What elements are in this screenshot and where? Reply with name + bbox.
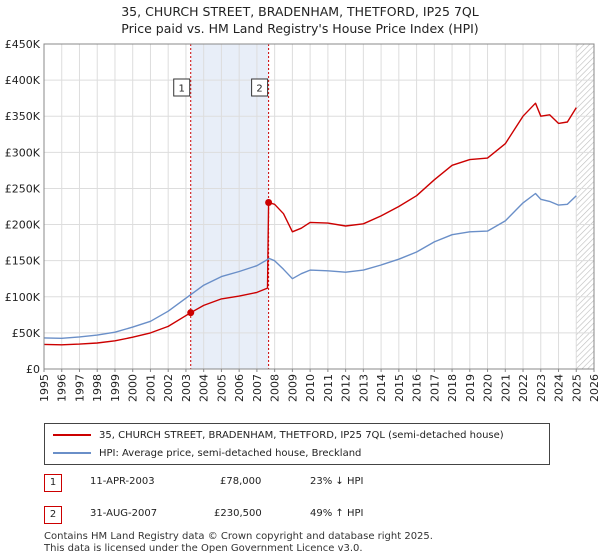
x-tick-label: 2012 (340, 374, 353, 402)
sale-label-text: 2 (256, 84, 262, 95)
sale-label-frame (173, 78, 191, 97)
legend-swatch-red (53, 434, 91, 436)
x-tick-label: 1996 (56, 374, 69, 402)
y-tick-label: £0 (26, 363, 40, 376)
plot-frame (43, 43, 595, 370)
x-tick-label: 2022 (517, 374, 530, 402)
sale-label-box: 1 (173, 78, 191, 97)
x-tick-label: 2017 (428, 374, 441, 402)
x-tick-label: 1997 (73, 374, 86, 402)
x-tick-label: 2006 (233, 374, 246, 402)
sale-point-marker (265, 199, 273, 207)
sale-label-box: 2 (251, 78, 269, 97)
legend-item-blue: HPI: Average price, semi-detached house,… (53, 445, 361, 461)
x-tick-label: 2025 (570, 374, 583, 402)
legend-item-red: 35, CHURCH STREET, BRADENHAM, THETFORD, … (53, 427, 504, 443)
price-paid-line (43, 102, 577, 346)
x-tick-label: 1998 (91, 374, 104, 402)
transaction-price: £230,500 (214, 508, 262, 519)
y-tick-label: £450K (5, 38, 41, 51)
price-chart: 1 2 £0 £50K £100K £150K £200K £250K £300K £350K £4… (5, 38, 600, 402)
y-tick-label: £400K (5, 74, 41, 87)
x-tick-label: 2020 (482, 374, 495, 402)
x-tick-label: 2010 (304, 374, 317, 402)
sale-label-frame (251, 78, 269, 97)
legend-label-red: 35, CHURCH STREET, BRADENHAM, THETFORD, … (99, 429, 504, 441)
hatched-forecast-region (576, 44, 594, 369)
x-tick-label: 2003 (180, 374, 193, 402)
x-tick-label: 2000 (127, 374, 140, 402)
x-tick-label: 2011 (322, 374, 335, 402)
x-tick-label: 2018 (446, 374, 459, 402)
footer-copyright: Contains HM Land Registry data © Crown c… (44, 531, 433, 542)
x-tick-label: 2004 (198, 374, 211, 402)
x-tick-label: 1995 (38, 374, 51, 402)
x-tick-label: 2015 (393, 374, 406, 402)
y-tick-label: £100K (5, 291, 41, 304)
transaction-price: £78,000 (220, 476, 262, 487)
x-tick-label: 2009 (286, 374, 299, 402)
transaction-date: 31-AUG-2007 (90, 508, 158, 519)
x-tick-label: 2001 (144, 374, 157, 402)
y-tick-label: £150K (5, 255, 41, 268)
plot-area (44, 44, 594, 369)
legend: 35, CHURCH STREET, BRADENHAM, THETFORD, … (44, 423, 550, 465)
y-tick-label: £50K (12, 327, 41, 340)
y-tick-label: £200K (5, 219, 41, 232)
x-tick-label: 2021 (499, 374, 512, 402)
x-tick-label: 1999 (109, 374, 122, 402)
y-tick-label: £300K (5, 146, 41, 159)
x-tick-label: 2014 (375, 374, 388, 402)
legend-swatch-blue (53, 452, 91, 454)
chart-title-line1: 35, CHURCH STREET, BRADENHAM, THETFORD, … (121, 4, 479, 19)
transaction-number: 2 (44, 506, 62, 524)
transaction-number: 1 (44, 474, 62, 492)
x-tick-label: 2008 (269, 374, 282, 402)
transaction-hpi: 23% ↓ HPI (310, 476, 364, 487)
transaction-date: 11-APR-2003 (90, 476, 155, 487)
x-tick-label: 2023 (535, 374, 548, 402)
footer-licence: This data is licensed under the Open Gov… (44, 543, 363, 554)
x-tick-label: 2002 (162, 374, 175, 402)
chart-title-line2: Price paid vs. HM Land Registry's House … (121, 21, 479, 36)
y-tick-label: £250K (5, 182, 41, 195)
x-tick-label: 2026 (588, 374, 600, 402)
hpi-line (43, 192, 577, 339)
x-tick-label: 2019 (464, 374, 477, 402)
y-tick-label: £350K (5, 110, 41, 123)
x-tick-label: 2005 (215, 374, 228, 402)
x-tick-label: 2013 (357, 374, 370, 402)
x-tick-label: 2007 (251, 374, 264, 402)
x-tick-label: 2016 (411, 374, 424, 402)
legend-label-blue: HPI: Average price, semi-detached house,… (99, 447, 362, 459)
sale-point-marker (187, 309, 195, 317)
sale-label-text: 1 (179, 84, 185, 95)
x-tick-label: 2024 (553, 374, 566, 402)
transaction-hpi: 49% ↑ HPI (310, 508, 364, 519)
